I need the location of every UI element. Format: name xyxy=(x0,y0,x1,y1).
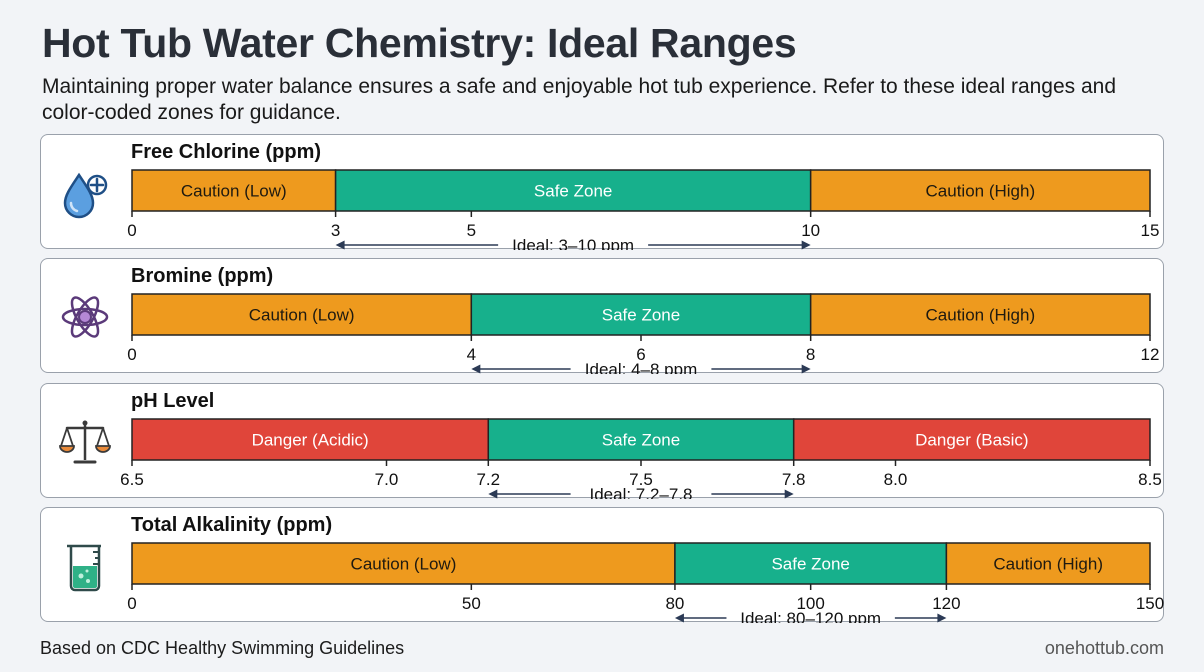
zone-label: Safe Zone xyxy=(771,555,849,574)
ideal-range-arrow xyxy=(471,364,811,374)
range-chart: Danger (Acidic) Safe Zone Danger (Basic) 6.… xyxy=(120,418,1162,499)
ideal-range-label: Ideal: 80–120 ppm xyxy=(740,609,881,623)
site-credit: onehottub.com xyxy=(1044,638,1164,658)
zone-label: Caution (High) xyxy=(926,306,1036,325)
zone-label: Caution (High) xyxy=(993,555,1103,574)
chart-title: Free Chlorine (ppm) xyxy=(131,141,322,163)
zone-label: Caution (Low) xyxy=(249,306,355,325)
range-chart: Caution (Low) Safe Zone Caution (High) 0 50 8… xyxy=(127,542,1164,623)
zone-label: Caution (High) xyxy=(926,182,1036,201)
water-drop-plus-icon xyxy=(57,165,113,221)
ideal-range-arrow xyxy=(335,240,811,250)
tick-label: 8.0 xyxy=(884,470,908,489)
tick-label: 7.5 xyxy=(629,470,653,489)
page-title: Hot Tub Water Chemistry: Ideal Ranges xyxy=(42,20,797,66)
tick-label: 0 xyxy=(127,594,136,613)
zone-label: Safe Zone xyxy=(602,306,680,325)
zone-bar-danger xyxy=(792,418,1151,461)
chart-title: pH Level xyxy=(131,390,215,412)
range-chart: Caution (Low) Safe Zone Caution (High) 0 3 5 1… xyxy=(127,169,1160,250)
source-note: Based on CDC Healthy Swimming Guidelines xyxy=(40,638,405,658)
beaker-icon xyxy=(57,538,113,594)
zone-bar-caution xyxy=(809,169,1151,212)
zone-label: Danger (Basic) xyxy=(915,431,1028,450)
zone-bar-safe xyxy=(334,169,812,212)
zone-bar-danger xyxy=(131,418,490,461)
chart-panel: Free Chlorine (ppm) Caution (Low) Safe Zon… xyxy=(40,134,1164,250)
page-subtitle: Maintaining proper water balance ensures… xyxy=(42,75,1117,124)
ideal-range-label: Ideal: 3–10 ppm xyxy=(512,236,634,250)
tick-label: 5 xyxy=(467,221,476,240)
zone-bar-caution xyxy=(945,542,1151,585)
chart-title: Total Alkalinity (ppm) xyxy=(131,514,333,536)
tick-label: 3 xyxy=(331,221,340,240)
zone-label: Danger (Acidic) xyxy=(252,431,369,450)
ideal-range-arrow xyxy=(488,489,794,499)
chart-panel: Bromine (ppm) Caution (Low) Safe Zone Cauti… xyxy=(40,258,1164,374)
tick-label: 4 xyxy=(467,345,476,364)
zone-label: Caution (Low) xyxy=(351,555,457,574)
tick-label: 7.2 xyxy=(476,470,500,489)
zone-bar-caution xyxy=(809,293,1151,336)
zone-label: Safe Zone xyxy=(534,182,612,201)
tick-label: 120 xyxy=(932,594,960,613)
tick-label: 80 xyxy=(665,594,684,613)
zone-bar-caution xyxy=(131,542,676,585)
chart-title: Bromine (ppm) xyxy=(131,265,274,287)
tick-label: 150 xyxy=(1136,594,1164,613)
zone-bar-safe xyxy=(674,542,948,585)
tick-label: 7.8 xyxy=(782,470,806,489)
tick-label: 10 xyxy=(801,221,820,240)
zone-bar-caution xyxy=(131,293,473,336)
tick-label: 8 xyxy=(806,345,815,364)
tick-label: 100 xyxy=(796,594,824,613)
tick-label: 6 xyxy=(636,345,645,364)
ideal-range-label: Ideal: 7.2–7.8 xyxy=(589,485,692,499)
tick-label: 8.5 xyxy=(1138,470,1162,489)
zone-label: Safe Zone xyxy=(602,431,680,450)
tick-label: 15 xyxy=(1141,221,1160,240)
tick-label: 0 xyxy=(127,345,136,364)
atom-icon xyxy=(57,289,113,345)
tick-label: 7.0 xyxy=(375,470,399,489)
tick-label: 50 xyxy=(462,594,481,613)
range-chart: Caution (Low) Safe Zone Caution (High) 0 4 6 8… xyxy=(127,293,1160,374)
chart-panel: Total Alkalinity (ppm) Caution (Low) Safe … xyxy=(40,507,1164,623)
tick-label: 12 xyxy=(1141,345,1160,364)
tick-label: 0 xyxy=(127,221,136,240)
ideal-range-label: Ideal: 4–8 ppm xyxy=(585,360,697,374)
balance-scale-icon xyxy=(57,414,113,470)
tick-label: 6.5 xyxy=(120,470,144,489)
chart-panel: pH Level Danger (Acidic) Safe Zone Danger (… xyxy=(40,383,1164,499)
ideal-range-arrow xyxy=(674,613,947,623)
zone-label: Caution (Low) xyxy=(181,182,287,201)
